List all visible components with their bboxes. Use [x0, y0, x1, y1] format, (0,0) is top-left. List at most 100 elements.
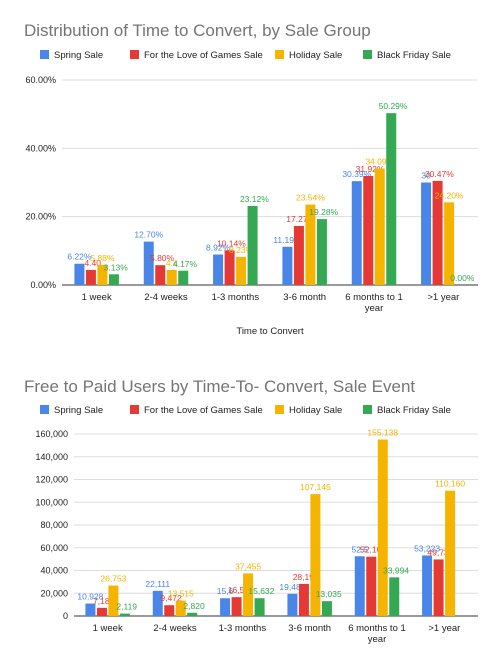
bar	[231, 597, 242, 616]
bar	[321, 601, 332, 616]
bar	[351, 181, 362, 285]
data-label: 155,138	[367, 428, 398, 438]
data-label: 52,105	[360, 545, 386, 555]
data-label: 13,035	[316, 589, 342, 599]
y-tick-label: 40.00%	[25, 143, 56, 153]
y-tick-label: 120,000	[35, 475, 68, 485]
data-label: 28,196	[293, 572, 319, 582]
y-tick-label: 0.00%	[30, 280, 56, 290]
x-tick-label: 1 week	[93, 623, 123, 634]
legend-entry: Holiday Sale	[289, 405, 342, 416]
bar	[236, 256, 247, 285]
bar	[432, 180, 443, 285]
data-label: 26,753	[100, 574, 126, 584]
bar	[152, 590, 163, 616]
x-tick-label: 1-3 months	[219, 623, 267, 634]
chart-distribution-time-to-convert: Distribution of Time to Convert, by Sale…	[24, 21, 478, 337]
bar	[310, 494, 321, 616]
bar	[444, 202, 455, 285]
data-label: 9,472	[160, 593, 182, 603]
bar	[243, 573, 254, 616]
y-tick-label: 20,000	[40, 588, 68, 598]
data-label: 7,186	[93, 596, 115, 606]
legend-swatch	[40, 50, 49, 59]
y-tick-label: 140,000	[35, 452, 68, 462]
y-tick-label: 160,000	[35, 429, 68, 439]
x-tick-label: 1-3 months	[212, 292, 260, 303]
bar	[386, 113, 397, 285]
data-label: 52,5	[351, 544, 368, 554]
bar	[166, 269, 177, 285]
data-label: 23.12%	[240, 194, 269, 204]
data-label: 0.00%	[450, 273, 475, 283]
bar	[422, 555, 433, 616]
y-tick-label: 80,000	[40, 520, 68, 530]
data-label: 4.4	[166, 258, 178, 268]
bar	[287, 593, 298, 616]
data-label: 12.70%	[134, 230, 163, 240]
legend-swatch	[40, 405, 49, 414]
legend-swatch	[275, 50, 284, 59]
data-label: 10,928	[77, 592, 103, 602]
data-label: 5.88%	[90, 253, 115, 263]
x-tick-label: 3-6 month	[283, 292, 326, 303]
data-label: 4.40	[84, 258, 101, 268]
bar	[108, 274, 119, 285]
x-tick-label: 1 week	[82, 292, 112, 303]
legend-swatch	[130, 50, 139, 59]
x-tick-label: >1 year	[428, 623, 460, 634]
y-tick-label: 100,000	[35, 497, 68, 507]
data-label: 2,119	[116, 602, 137, 612]
data-label: 16,54	[228, 585, 250, 595]
bar	[298, 583, 309, 616]
bar	[305, 204, 316, 285]
bar	[377, 439, 388, 616]
data-label: 22,111	[145, 579, 170, 589]
data-label: 23.54%	[296, 193, 325, 203]
bar	[96, 607, 107, 616]
bar	[143, 241, 154, 285]
y-tick-label: 40,000	[40, 566, 68, 576]
bar	[316, 219, 327, 285]
legend-swatch	[275, 405, 284, 414]
bar	[293, 225, 304, 285]
data-label: 37,455	[235, 561, 261, 571]
bar	[85, 603, 96, 616]
bar	[97, 264, 108, 285]
y-tick-label: 60,000	[40, 543, 68, 553]
bar	[187, 612, 198, 616]
x-tick-label: 3-6 month	[288, 623, 331, 634]
x-tick-label: 6 months to 1	[348, 623, 406, 634]
legend-entry: Holiday Sale	[289, 50, 342, 61]
x-tick-label: year	[368, 634, 386, 645]
x-tick-label: 2-4 weeks	[144, 292, 188, 303]
bar	[175, 600, 186, 616]
y-tick-label: 0	[63, 611, 68, 621]
x-tick-label: 2-4 weeks	[153, 623, 197, 634]
bar	[374, 168, 385, 285]
legend-entry: Black Friday Sale	[377, 405, 451, 416]
x-tick-label: 6 months to 1	[345, 292, 403, 303]
bar	[363, 175, 374, 285]
data-label: 31.92%	[356, 164, 385, 174]
data-label: 3.13%	[104, 262, 129, 272]
bar	[433, 559, 444, 616]
legend-swatch	[130, 405, 139, 414]
data-label: 30.47%	[425, 169, 454, 179]
y-tick-label: 60.00%	[25, 75, 56, 85]
data-label: 24.20%	[435, 190, 464, 200]
bar	[224, 250, 235, 285]
data-label: 6.22%	[67, 252, 92, 262]
bar	[178, 270, 189, 285]
bar	[421, 182, 432, 285]
bar	[213, 254, 224, 285]
bar	[220, 598, 231, 616]
data-label: 53,223	[414, 543, 440, 553]
legend-swatch	[363, 50, 372, 59]
data-label: 33,994	[383, 565, 409, 575]
data-label: 8.92%	[206, 243, 231, 253]
data-label: 19,484	[279, 582, 305, 592]
data-label: 17.27%	[286, 214, 315, 224]
legend-entry: Spring Sale	[54, 50, 103, 61]
